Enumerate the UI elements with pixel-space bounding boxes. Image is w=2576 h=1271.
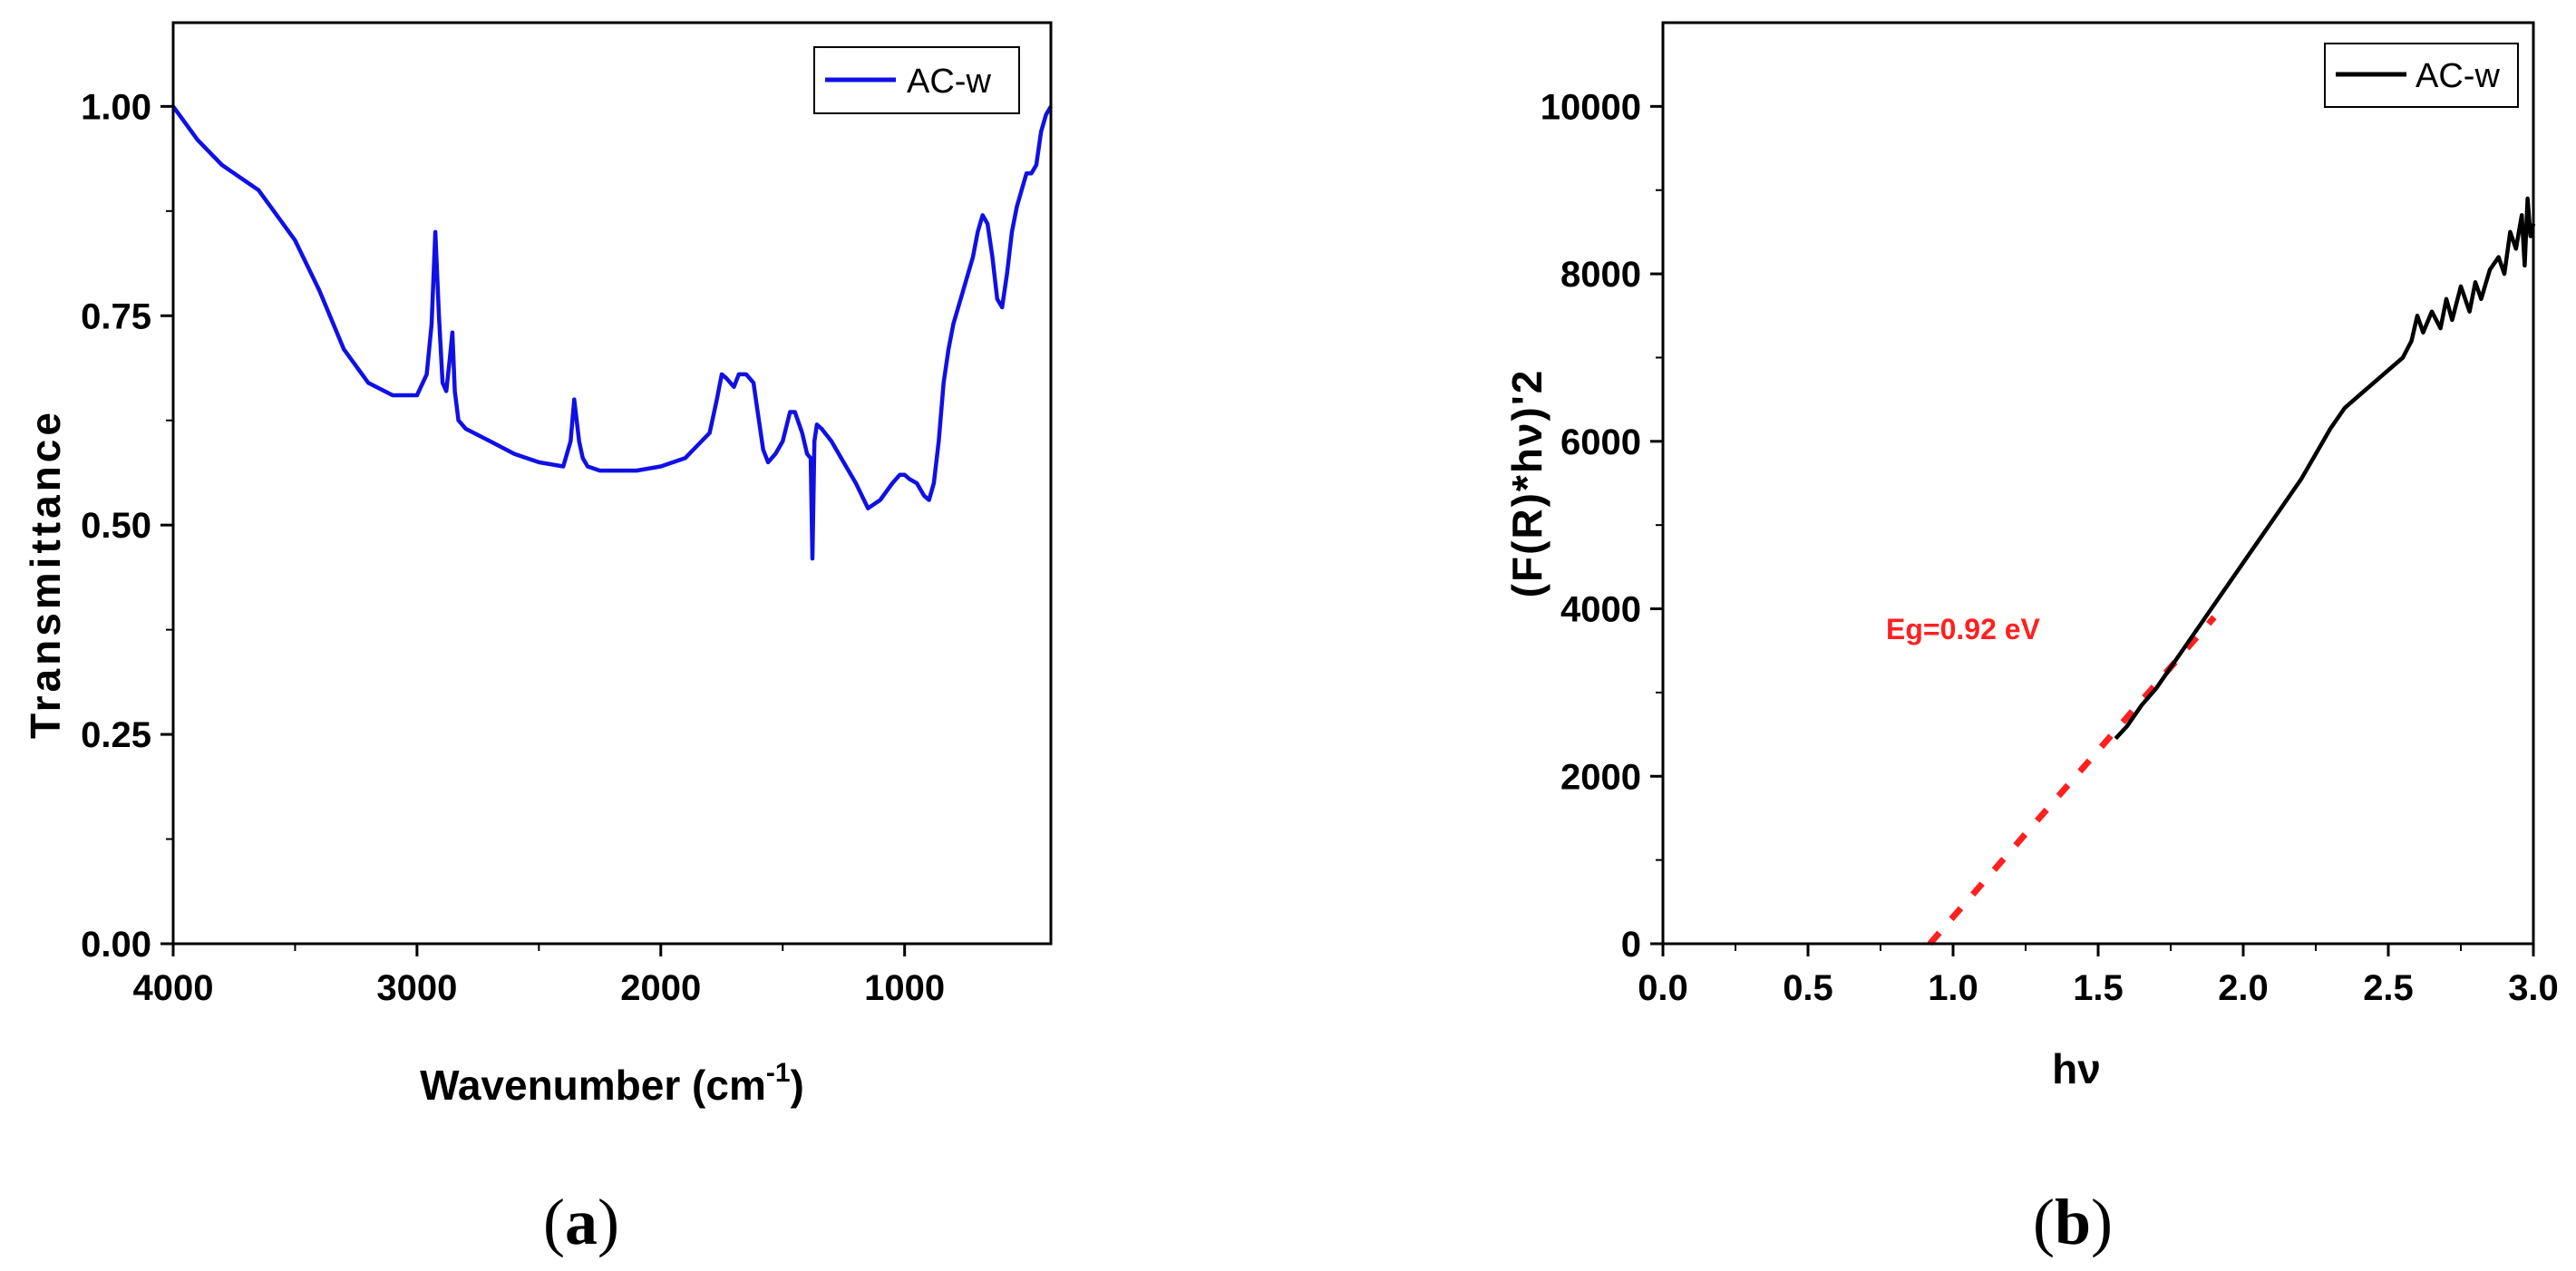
ftir-y-tick-label: 0.75 xyxy=(81,296,151,336)
tauc-legend: AC-w xyxy=(2324,43,2519,108)
ftir-plot-frame xyxy=(171,21,1053,946)
ftir-series-line xyxy=(171,105,1053,561)
ftir-y-tick-label: 0.50 xyxy=(81,506,151,546)
tauc-y-tick-label: 4000 xyxy=(1560,590,1641,630)
tauc-x-tick-label: 2.5 xyxy=(2363,968,2414,1008)
tauc-y-tick-label: 0 xyxy=(1621,925,1641,965)
ftir-y-tick-label: 0.00 xyxy=(81,925,151,965)
tauc-x-tick-label: 0.0 xyxy=(1638,968,1688,1008)
ftir-y-tick-label: 1.00 xyxy=(81,87,151,127)
ftir-legend-label: AC-w xyxy=(907,63,991,101)
panel-a-label: (a) xyxy=(543,1186,619,1258)
ftir-chart: 4000 3000 2000 1000 0.00 0.25 0.50 0.75 1.00 AC-… xyxy=(22,21,1053,1258)
tauc-y-tick-label: 2000 xyxy=(1560,757,1641,797)
tauc-x-axis-title: hν xyxy=(2052,1045,2101,1092)
tauc-bandgap-annotation: Eg=0.92 eV xyxy=(1886,613,2041,645)
tauc-x-tick-label: 3.0 xyxy=(2508,968,2559,1008)
panel-b-label: (b) xyxy=(2033,1186,2113,1258)
ftir-x-tick-label: 2000 xyxy=(620,968,701,1008)
tauc-ticks: 0.0 0.5 1.0 1.5 2.0 2.5 3.0 0 2000 4000 6000 8000 10… xyxy=(1541,87,2559,1008)
tauc-plot-frame xyxy=(1661,21,2535,946)
tauc-x-tick-label: 2.0 xyxy=(2218,968,2269,1008)
tauc-y-axis-title: (F(R)*hν)'2 xyxy=(1503,369,1550,598)
ftir-x-tick-label: 1000 xyxy=(864,968,945,1008)
tauc-x-tick-label: 0.5 xyxy=(1783,968,1833,1008)
ftir-ticks: 4000 3000 2000 1000 0.00 0.25 0.50 0.75 1.00 xyxy=(81,87,945,1008)
tauc-legend-label: AC-w xyxy=(2416,57,2500,95)
tauc-chart: 0.0 0.5 1.0 1.5 2.0 2.5 3.0 0 2000 4000 6000 8000 10… xyxy=(1503,21,2559,1258)
tauc-series-line xyxy=(2114,196,2536,741)
ftir-x-axis-title: Wavenumber (cm-1) xyxy=(420,1058,804,1109)
tauc-x-tick-label: 1.5 xyxy=(2073,968,2124,1008)
tauc-y-tick-label: 6000 xyxy=(1560,422,1641,462)
ftir-legend: AC-w xyxy=(813,46,1020,114)
ftir-x-tick-label: 4000 xyxy=(133,968,214,1008)
tauc-x-tick-label: 1.0 xyxy=(1928,968,1978,1008)
ftir-y-tick-label: 0.25 xyxy=(81,715,151,755)
tauc-y-tick-label: 8000 xyxy=(1560,255,1641,295)
ftir-y-axis-title: Transmittance xyxy=(22,409,69,739)
ftir-x-tick-label: 3000 xyxy=(376,968,457,1008)
tauc-y-tick-label: 10000 xyxy=(1541,87,1641,127)
